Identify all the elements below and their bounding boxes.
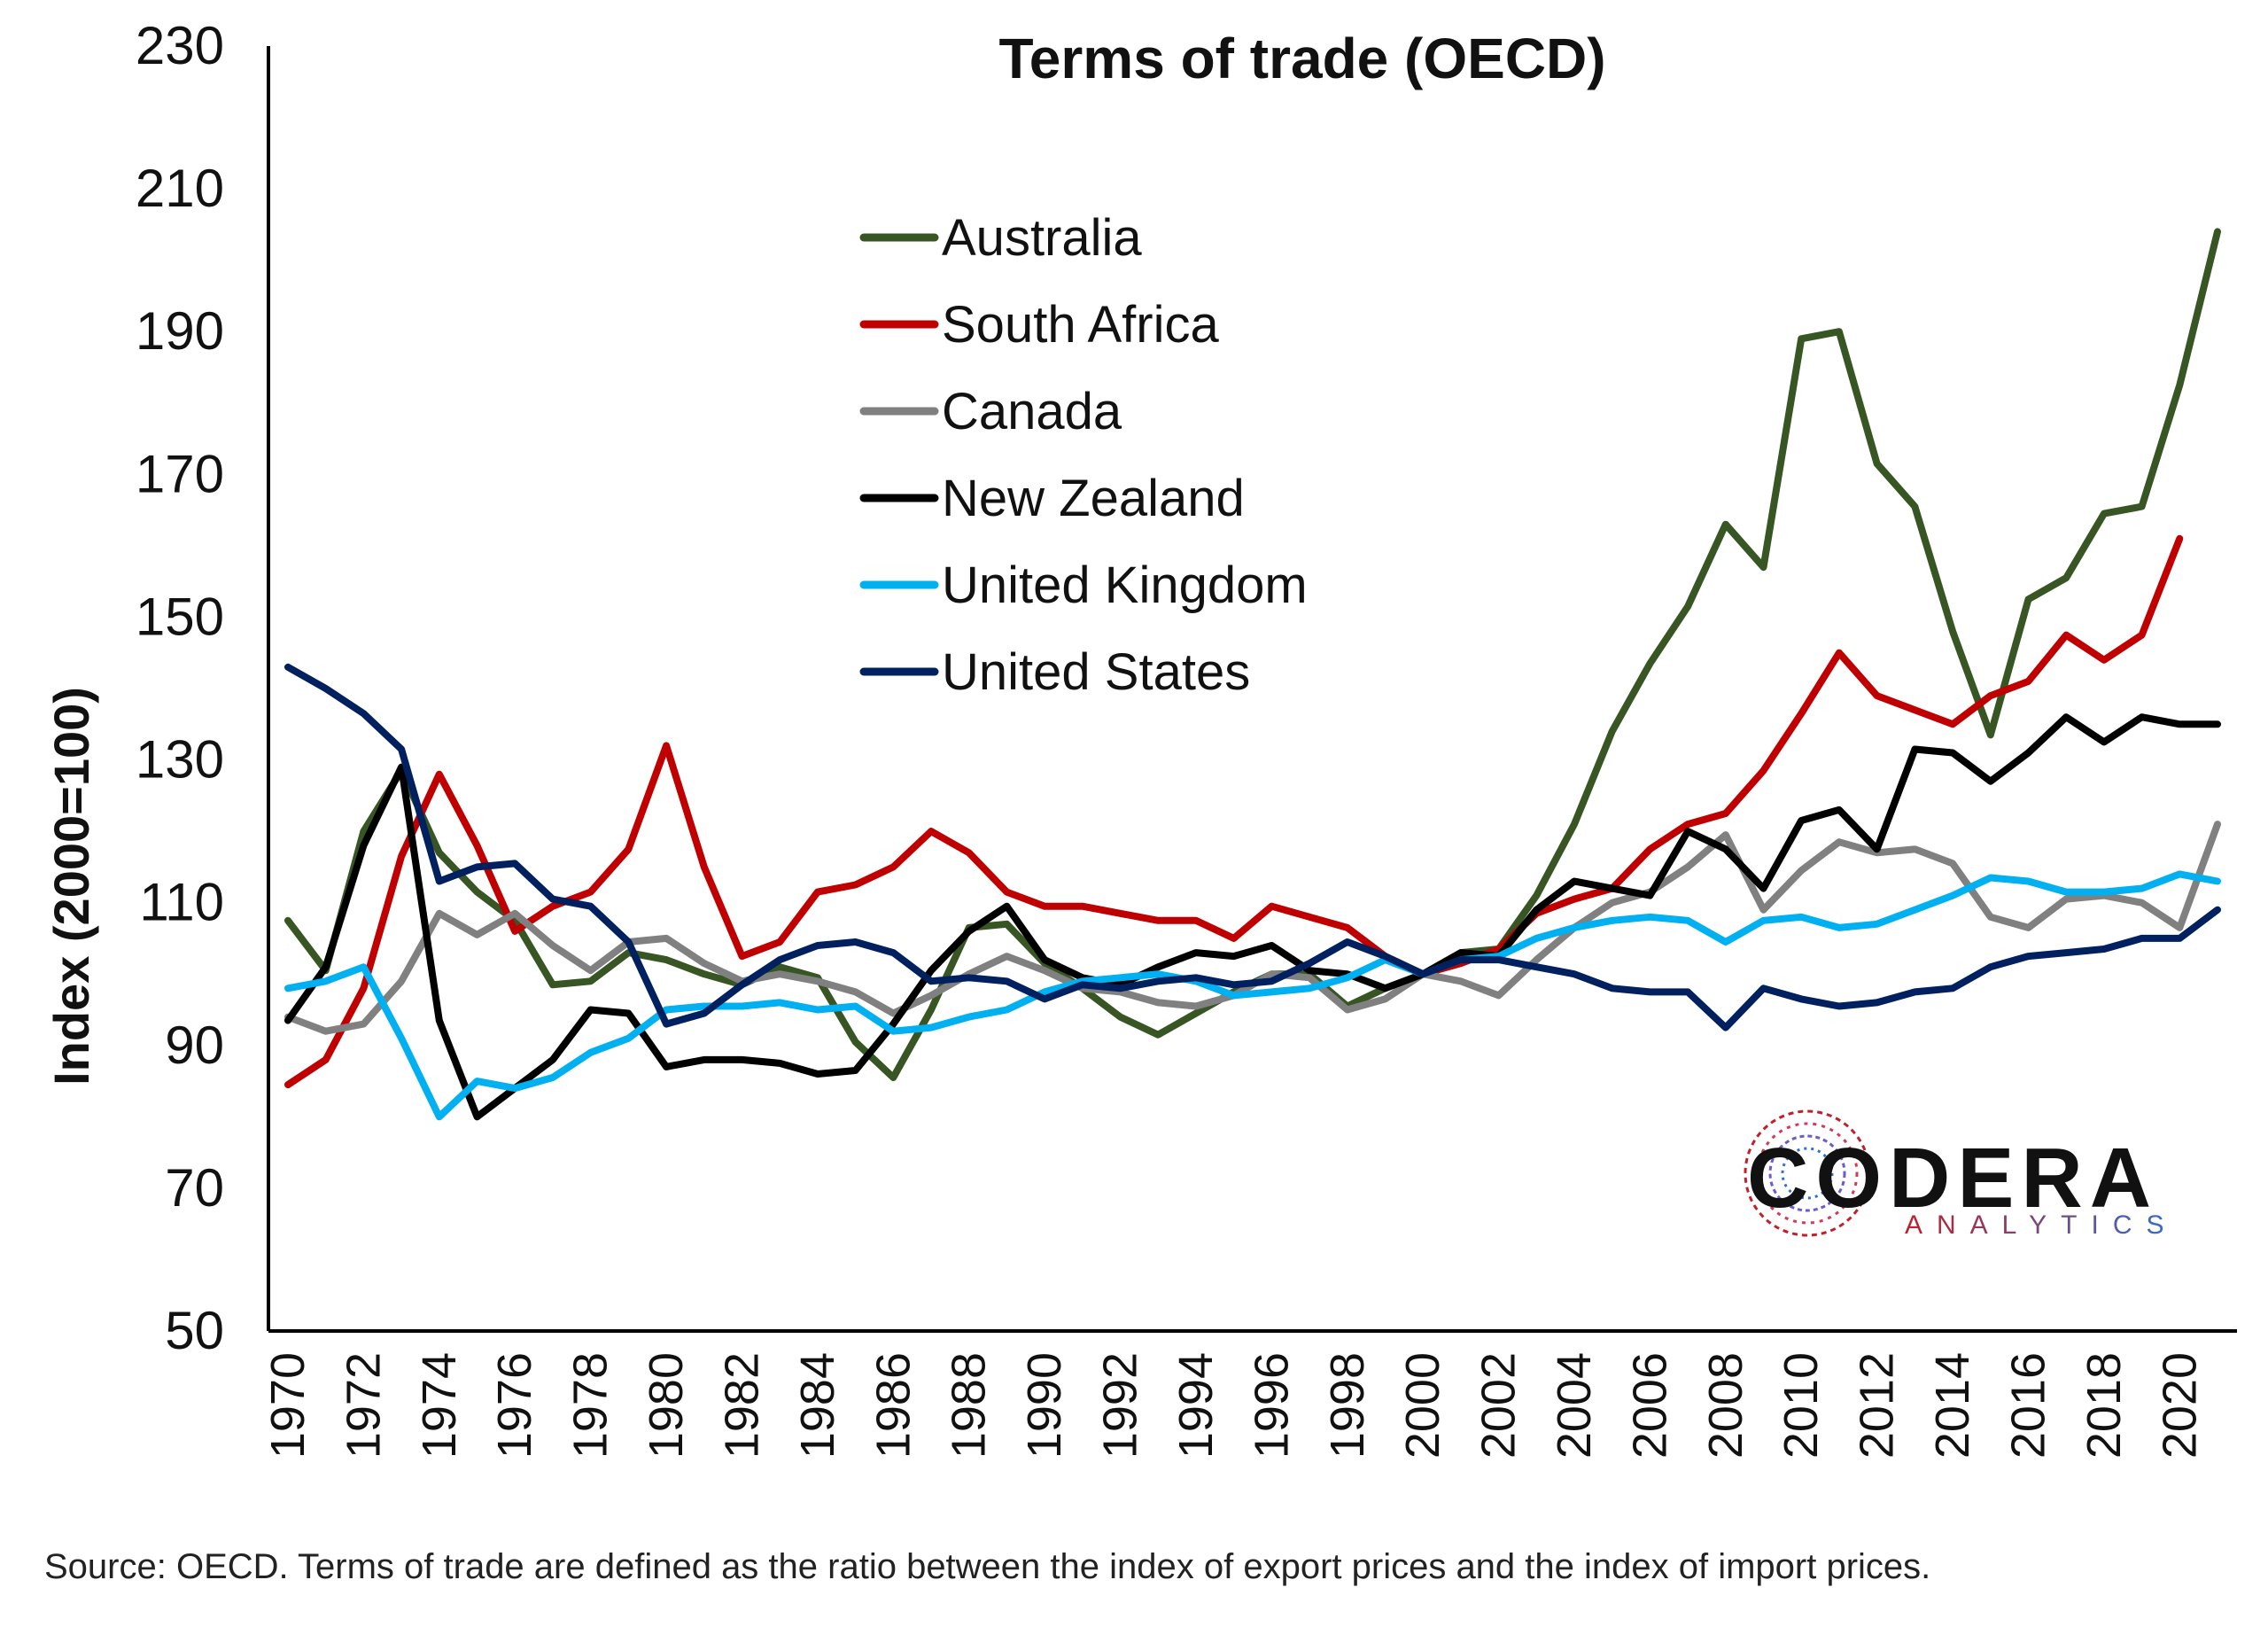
y-tick-label: 170 <box>136 444 224 503</box>
y-tick-label: 70 <box>165 1158 224 1218</box>
series-line-new-zealand <box>284 713 2221 1121</box>
y-tick-label: 190 <box>136 301 224 361</box>
legend-label: Australia <box>942 209 1142 267</box>
logo-mark-icon <box>1744 1109 1871 1237</box>
x-tick-label: 1990 <box>1018 1352 1071 1459</box>
legend-label: South Africa <box>942 296 1219 354</box>
x-tick-label: 2020 <box>2153 1352 2206 1459</box>
y-tick-label: 150 <box>136 587 224 646</box>
y-axis-ticks: 50 70 90 110 130 150 170 190 210 230 <box>136 16 224 1360</box>
series-line-canada <box>284 821 2221 1035</box>
x-axis-ticks: 1970 1972 1974 1976 1978 1980 1982 1984 1986 1988… <box>261 1352 2206 1459</box>
y-tick-label: 230 <box>136 16 224 75</box>
x-tick-label: 1998 <box>1321 1352 1374 1459</box>
x-tick-label: 1984 <box>791 1352 844 1459</box>
x-tick-label: 1992 <box>1094 1352 1147 1459</box>
x-tick-label: 1980 <box>640 1352 693 1459</box>
y-tick-label: 110 <box>139 873 224 932</box>
x-tick-label: 2004 <box>1548 1352 1601 1459</box>
legend-label: United States <box>942 643 1250 701</box>
x-tick-label: 1994 <box>1169 1352 1223 1459</box>
x-tick-label: 1988 <box>943 1352 996 1459</box>
logo-sub: ANALYTICS <box>1905 1210 2179 1240</box>
y-axis-label: Index (2000=100) <box>43 687 99 1086</box>
x-tick-label: 1974 <box>413 1352 466 1459</box>
x-tick-label: 2018 <box>2078 1352 2131 1459</box>
series-lines <box>284 228 2221 1121</box>
x-tick-label: 2014 <box>1926 1352 1979 1459</box>
y-tick-label: 50 <box>165 1301 224 1360</box>
series-line-united-kingdom <box>284 870 2221 1121</box>
series-line-south-africa <box>284 534 2184 1089</box>
x-tick-label: 2008 <box>1699 1352 1752 1459</box>
x-tick-label: 2010 <box>1775 1352 1828 1459</box>
source-note: Source: OECD. Terms of trade are defined… <box>44 1547 1931 1586</box>
x-tick-label: 2002 <box>1472 1352 1526 1459</box>
y-tick-label: 90 <box>165 1016 224 1075</box>
x-tick-label: 1976 <box>488 1352 541 1459</box>
x-tick-label: 1982 <box>715 1352 768 1459</box>
x-tick-label: 1970 <box>261 1352 315 1459</box>
x-tick-label: 1986 <box>866 1352 920 1459</box>
series-line-united-states <box>284 663 2221 1031</box>
x-tick-label: 2016 <box>2001 1352 2054 1459</box>
logo-word: CODERA <box>1747 1131 2158 1226</box>
legend-label: Canada <box>942 383 1122 440</box>
x-tick-label: 1972 <box>337 1352 390 1459</box>
legend-label: New Zealand <box>942 470 1245 527</box>
y-tick-label: 130 <box>136 730 224 790</box>
x-tick-label: 2000 <box>1396 1352 1449 1459</box>
codera-logo: CODERA ANALYTICS <box>1744 1109 2179 1240</box>
legend: Australia South Africa Canada New Zealand Un… <box>859 209 1308 701</box>
y-tick-label: 210 <box>136 159 224 218</box>
legend-label: United Kingdom <box>942 556 1308 614</box>
x-tick-label: 1978 <box>564 1352 617 1459</box>
x-tick-label: 2012 <box>1851 1352 1904 1459</box>
x-tick-label: 1996 <box>1245 1352 1298 1459</box>
x-tick-label: 2006 <box>1623 1352 1676 1459</box>
chart-title: Terms of trade (OECD) <box>998 27 1605 90</box>
